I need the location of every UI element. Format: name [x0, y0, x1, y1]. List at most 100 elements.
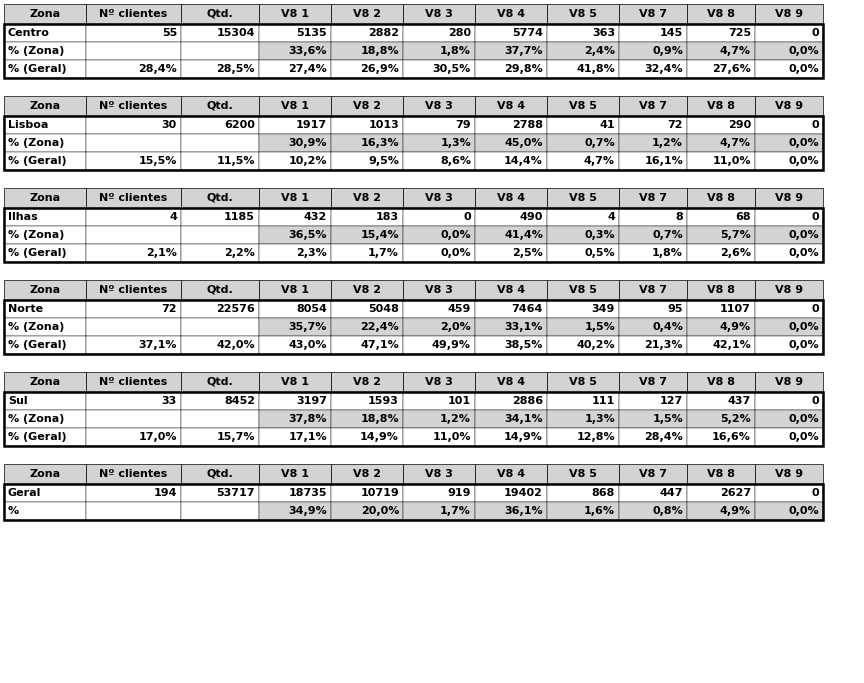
Bar [755, 392, 823, 410]
Text: V8 5: V8 5 [569, 285, 597, 295]
Bar [259, 208, 331, 226]
Text: 363: 363 [592, 28, 615, 38]
Text: V8 7: V8 7 [639, 9, 667, 19]
Text: V8 5: V8 5 [569, 101, 597, 111]
Text: 18,8%: 18,8% [360, 46, 399, 56]
Text: 36,5%: 36,5% [289, 230, 327, 240]
Bar [547, 152, 619, 170]
Text: % (Geral): % (Geral) [8, 156, 67, 166]
Bar [687, 280, 755, 300]
Text: 0: 0 [811, 396, 819, 406]
Bar [755, 208, 823, 226]
Bar [687, 502, 755, 520]
Text: 22,4%: 22,4% [360, 322, 399, 332]
Text: V8 2: V8 2 [353, 469, 381, 479]
Text: 290: 290 [727, 120, 751, 130]
Bar [181, 188, 259, 208]
Bar [4, 300, 86, 318]
Text: 36,1%: 36,1% [505, 506, 543, 516]
Bar [547, 60, 619, 78]
Bar [4, 280, 86, 300]
Bar [687, 134, 755, 152]
Bar [86, 188, 181, 208]
Bar [181, 4, 259, 24]
Bar [259, 300, 331, 318]
Text: Nº clientes: Nº clientes [99, 193, 168, 203]
Bar [475, 410, 547, 428]
Text: V8 5: V8 5 [569, 469, 597, 479]
Text: Geral: Geral [8, 488, 41, 498]
Bar [4, 244, 86, 262]
Text: V8 4: V8 4 [497, 469, 525, 479]
Bar [547, 372, 619, 392]
Bar [475, 188, 547, 208]
Bar [547, 188, 619, 208]
Text: 0,0%: 0,0% [788, 322, 819, 332]
Bar [755, 134, 823, 152]
Bar [547, 42, 619, 60]
Text: 9,5%: 9,5% [368, 156, 399, 166]
Text: Qtd.: Qtd. [206, 9, 233, 19]
Bar [547, 4, 619, 24]
Text: 8: 8 [676, 212, 683, 222]
Bar [259, 60, 331, 78]
Text: 0,7%: 0,7% [652, 230, 683, 240]
Bar [403, 116, 475, 134]
Bar [475, 502, 547, 520]
Bar [4, 336, 86, 354]
Text: % (Zona): % (Zona) [8, 138, 65, 148]
Bar [619, 428, 687, 446]
Text: 0,0%: 0,0% [441, 248, 471, 258]
Text: 0,0%: 0,0% [788, 506, 819, 516]
Bar [331, 392, 403, 410]
Bar [86, 134, 181, 152]
Text: 725: 725 [727, 28, 751, 38]
Text: V8 8: V8 8 [707, 285, 735, 295]
Bar [755, 464, 823, 484]
Bar [181, 372, 259, 392]
Bar [619, 336, 687, 354]
Text: V8 8: V8 8 [707, 9, 735, 19]
Text: 1,3%: 1,3% [441, 138, 471, 148]
Text: 919: 919 [448, 488, 471, 498]
Text: V8 5: V8 5 [569, 377, 597, 387]
Text: Zona: Zona [29, 193, 60, 203]
Text: 72: 72 [162, 304, 177, 314]
Text: 8054: 8054 [296, 304, 327, 314]
Bar [259, 484, 331, 502]
Text: 34,1%: 34,1% [505, 414, 543, 424]
Bar [331, 208, 403, 226]
Text: 4,9%: 4,9% [720, 322, 751, 332]
Text: 1185: 1185 [224, 212, 255, 222]
Text: 0,0%: 0,0% [788, 64, 819, 74]
Bar [547, 464, 619, 484]
Bar [4, 464, 86, 484]
Bar [86, 4, 181, 24]
Text: 0: 0 [811, 120, 819, 130]
Bar [755, 300, 823, 318]
Bar [619, 188, 687, 208]
Bar [181, 152, 259, 170]
Bar [259, 24, 331, 42]
Text: % (Zona): % (Zona) [8, 322, 65, 332]
Bar [181, 226, 259, 244]
Text: 1013: 1013 [368, 120, 399, 130]
Text: 127: 127 [660, 396, 683, 406]
Bar [86, 502, 181, 520]
Text: 349: 349 [592, 304, 615, 314]
Text: 4,7%: 4,7% [720, 138, 751, 148]
Text: 42,1%: 42,1% [712, 340, 751, 350]
Text: 1,3%: 1,3% [584, 414, 615, 424]
Bar [619, 410, 687, 428]
Bar [687, 372, 755, 392]
Bar [547, 428, 619, 446]
Bar [475, 336, 547, 354]
Text: 1,6%: 1,6% [584, 506, 615, 516]
Text: 1,5%: 1,5% [652, 414, 683, 424]
Text: V8 3: V8 3 [425, 469, 453, 479]
Bar [403, 336, 475, 354]
Text: 41: 41 [600, 120, 615, 130]
Bar [331, 152, 403, 170]
Text: 47,1%: 47,1% [360, 340, 399, 350]
Bar [403, 318, 475, 336]
